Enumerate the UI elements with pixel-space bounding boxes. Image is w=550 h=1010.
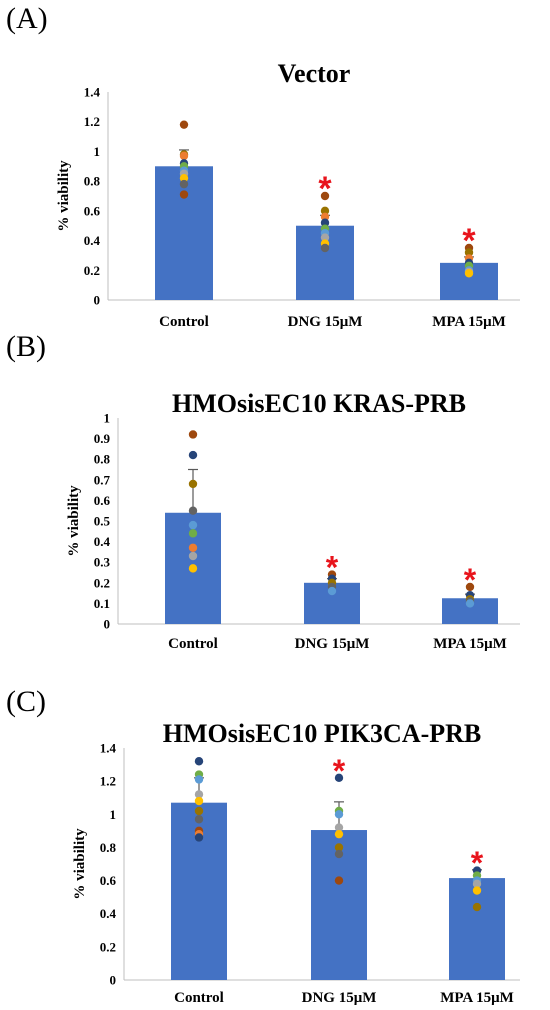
data-point: [188, 543, 198, 552]
category-label: Control: [174, 990, 224, 1006]
data-point: [334, 823, 344, 832]
data-point: [320, 206, 330, 216]
y-tick-label: 0.7: [94, 472, 111, 487]
data-point: [320, 233, 330, 242]
y-tick-label: 0.1: [94, 596, 110, 611]
y-tick-label: 0: [104, 617, 111, 632]
chart-title: HMOsisEC10 KRAS-PRB: [172, 389, 466, 418]
y-tick-label: 0.2: [100, 939, 116, 954]
data-point: [472, 879, 482, 889]
data-point: [188, 506, 198, 515]
y-tick-label: 0.6: [100, 873, 117, 888]
data-point: [320, 212, 330, 221]
y-tick-label: 0.3: [94, 555, 111, 570]
bar-1: [155, 166, 213, 300]
data-point: [194, 806, 204, 816]
significance-star: *: [471, 845, 484, 881]
y-tick-label: 0.5: [94, 514, 111, 529]
y-tick-label: 0.9: [94, 431, 111, 446]
y-tick-label: 1: [110, 807, 117, 822]
significance-star: *: [326, 550, 339, 586]
data-point: [188, 529, 198, 538]
category-label: Control: [159, 314, 209, 330]
data-point: [194, 790, 204, 799]
significance-star: *: [464, 562, 477, 598]
data-point: [179, 151, 189, 161]
y-tick-label: 0.2: [94, 575, 110, 590]
category-label: DNG 15μM: [302, 990, 377, 1006]
data-point: [334, 843, 344, 852]
data-point: [188, 479, 198, 489]
y-tick-label: 0.2: [84, 263, 100, 278]
data-point: [334, 810, 344, 819]
data-point: [464, 248, 474, 257]
data-point: [320, 218, 330, 227]
y-tick-label: 1: [94, 144, 101, 159]
data-point: [472, 886, 482, 895]
panel-label-b: (B): [6, 330, 46, 363]
data-point: [194, 757, 204, 766]
chart-title: HMOsisEC10 PIK3CA-PRB: [163, 719, 482, 748]
category-label: MPA 15μM: [433, 636, 507, 652]
category-label: MPA 15μM: [432, 314, 506, 330]
y-tick-label: 0.4: [84, 233, 101, 248]
category-label: Control: [168, 636, 218, 652]
data-point: [179, 179, 189, 189]
y-axis-label: % viability: [66, 485, 82, 557]
data-point: [188, 430, 198, 439]
y-axis-label: % viability: [56, 160, 72, 232]
chart-title: Vector: [278, 59, 351, 88]
y-tick-label: 1.2: [100, 774, 116, 789]
data-point: [194, 796, 204, 806]
y-tick-label: 0.6: [84, 203, 101, 218]
y-tick-label: 0.4: [94, 534, 111, 549]
y-tick-label: 0.8: [94, 452, 111, 467]
chart-pik3ca-prb: HMOsisEC10 PIK3CA-PRB % viability 0 0.2 0.4 0…: [72, 719, 520, 1006]
data-point: [179, 190, 189, 199]
y-tick-label: 1: [104, 411, 111, 426]
data-point: [179, 120, 189, 129]
data-point: [465, 582, 475, 592]
chart-vector: Vector % viability 0 0.2 0.4 0.6 0.8 1 1.2 1.4 Con…: [56, 59, 520, 330]
data-point: [334, 829, 344, 839]
category-label: MPA 15μM: [440, 990, 514, 1006]
panel-label-a: (A): [6, 2, 48, 35]
data-point: [334, 876, 344, 885]
data-point: [472, 902, 482, 912]
category-label: DNG 15μM: [288, 314, 363, 330]
significance-star: *: [318, 170, 332, 208]
y-tick-label: 0.4: [100, 906, 117, 921]
data-point: [464, 269, 474, 278]
data-point: [194, 815, 204, 824]
data-point: [320, 191, 330, 201]
y-axis-label: % viability: [72, 828, 88, 900]
y-tick-label: 1.4: [100, 741, 117, 756]
y-tick-label: 1.2: [84, 114, 100, 129]
significance-star: *: [333, 753, 346, 789]
y-tick-label: 0.6: [94, 493, 111, 508]
panel-label-c: (C): [6, 685, 46, 718]
significance-star: *: [462, 222, 476, 260]
category-label: DNG 15μM: [295, 636, 370, 652]
data-point: [327, 586, 337, 596]
data-point: [188, 450, 198, 460]
data-point: [194, 775, 204, 784]
data-point: [334, 773, 344, 783]
bar-3: [449, 878, 505, 980]
data-point: [194, 833, 204, 842]
data-point: [188, 551, 198, 561]
y-tick-label: 0.8: [84, 174, 101, 189]
data-point: [188, 520, 198, 530]
data-point: [179, 173, 189, 183]
y-tick-label: 0: [94, 293, 101, 308]
data-point: [320, 243, 330, 253]
data-point: [334, 849, 344, 859]
y-tick-label: 1.4: [84, 85, 101, 100]
y-tick-label: 0.8: [100, 840, 117, 855]
data-point: [188, 564, 198, 573]
y-tick-label: 0: [110, 973, 117, 988]
chart-kras-prb: HMOsisEC10 KRAS-PRB % viability 0 0.1 0.2 0.3…: [66, 389, 520, 652]
data-point: [465, 599, 475, 608]
